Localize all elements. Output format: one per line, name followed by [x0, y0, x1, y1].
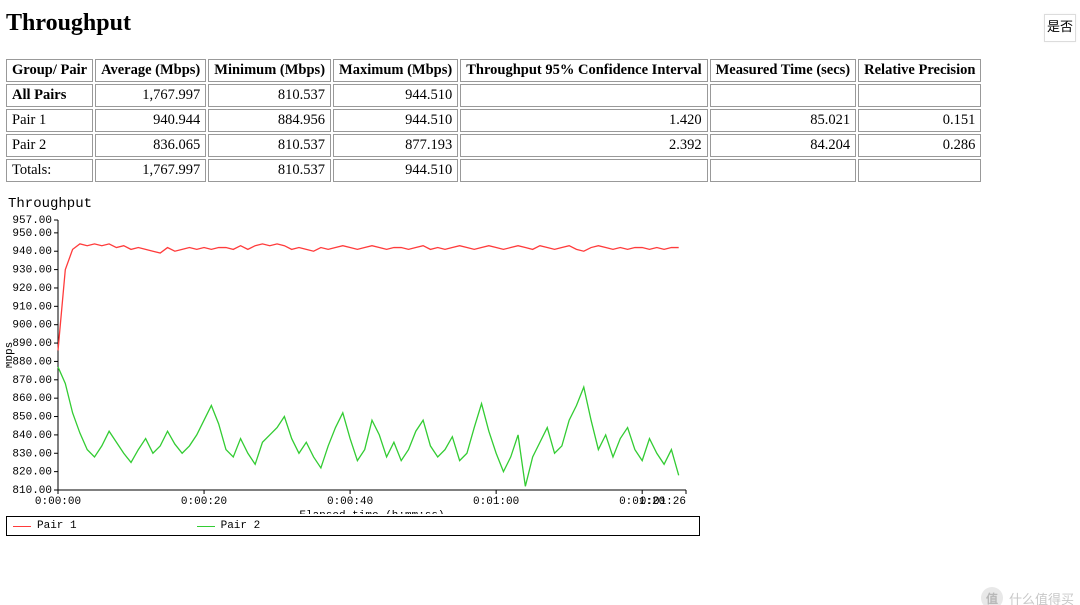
table-cell: 810.537: [208, 134, 331, 157]
svg-text:900.00: 900.00: [12, 320, 52, 332]
table-cell: [460, 159, 707, 182]
col-precision: Relative Precision: [858, 59, 981, 82]
col-time: Measured Time (secs): [710, 59, 857, 82]
table-cell: All Pairs: [6, 84, 93, 107]
legend-item: Pair 2: [197, 520, 261, 532]
throughput-chart: Throughput 810.00820.00830.00840.00850.0…: [6, 196, 706, 536]
svg-text:0:00:00: 0:00:00: [35, 496, 81, 508]
svg-text:890.00: 890.00: [12, 338, 52, 350]
table-cell: [460, 84, 707, 107]
chart-legend: Pair 1 Pair 2: [6, 516, 700, 536]
table-cell: 0.286: [858, 134, 981, 157]
svg-text:820.00: 820.00: [12, 467, 52, 479]
table-row: Pair 2836.065810.537877.1932.39284.2040.…: [6, 134, 981, 157]
col-ci: Throughput 95% Confidence Interval: [460, 59, 707, 82]
watermark: 值 什么值得买: [981, 587, 1074, 605]
table-cell: Totals:: [6, 159, 93, 182]
table-cell: 877.193: [333, 134, 458, 157]
table-cell: 1,767.997: [95, 159, 206, 182]
table-cell: [858, 84, 981, 107]
table-cell: 944.510: [333, 84, 458, 107]
svg-text:860.00: 860.00: [12, 393, 52, 405]
svg-text:Mbps: Mbps: [6, 342, 16, 368]
legend-item: Pair 1: [13, 520, 77, 532]
table-cell: 2.392: [460, 134, 707, 157]
table-cell: 944.510: [333, 109, 458, 132]
corner-button[interactable]: 是否: [1044, 14, 1076, 42]
table-cell: 84.204: [710, 134, 857, 157]
svg-text:957.00: 957.00: [12, 215, 52, 227]
svg-text:0:00:40: 0:00:40: [327, 496, 373, 508]
table-cell: Pair 2: [6, 134, 93, 157]
chart-svg: 810.00820.00830.00840.00850.00860.00870.…: [6, 214, 696, 514]
table-cell: 940.944: [95, 109, 206, 132]
col-maximum: Maximum (Mbps): [333, 59, 458, 82]
table-cell: 836.065: [95, 134, 206, 157]
table-cell: 1,767.997: [95, 84, 206, 107]
table-cell: 85.021: [710, 109, 857, 132]
svg-text:0:01:26: 0:01:26: [640, 496, 686, 508]
svg-text:930.00: 930.00: [12, 265, 52, 277]
legend-line-icon: [197, 526, 215, 527]
svg-text:Elapsed time (h:mm:ss): Elapsed time (h:mm:ss): [299, 510, 444, 514]
table-row: Totals:1,767.997810.537944.510: [6, 159, 981, 182]
watermark-icon: 值: [981, 587, 1003, 605]
svg-text:0:01:00: 0:01:00: [473, 496, 519, 508]
table-row: All Pairs1,767.997810.537944.510: [6, 84, 981, 107]
col-average: Average (Mbps): [95, 59, 206, 82]
table-cell: 810.537: [208, 84, 331, 107]
svg-text:880.00: 880.00: [12, 356, 52, 368]
col-minimum: Minimum (Mbps): [208, 59, 331, 82]
page-title: Throughput: [6, 10, 1080, 37]
svg-text:870.00: 870.00: [12, 375, 52, 387]
svg-text:840.00: 840.00: [12, 430, 52, 442]
chart-title: Throughput: [8, 196, 706, 212]
svg-text:950.00: 950.00: [12, 228, 52, 240]
svg-text:830.00: 830.00: [12, 448, 52, 460]
table-row: Pair 1940.944884.956944.5101.42085.0210.…: [6, 109, 981, 132]
table-header-row: Group/ Pair Average (Mbps) Minimum (Mbps…: [6, 59, 981, 82]
table-cell: [710, 84, 857, 107]
throughput-table: Group/ Pair Average (Mbps) Minimum (Mbps…: [4, 57, 983, 184]
col-group: Group/ Pair: [6, 59, 93, 82]
table-cell: Pair 1: [6, 109, 93, 132]
legend-label: Pair 2: [221, 520, 261, 532]
table-cell: 884.956: [208, 109, 331, 132]
table-cell: 0.151: [858, 109, 981, 132]
svg-text:910.00: 910.00: [12, 301, 52, 313]
table-cell: [710, 159, 857, 182]
svg-text:940.00: 940.00: [12, 246, 52, 258]
table-cell: 944.510: [333, 159, 458, 182]
watermark-text: 什么值得买: [1009, 589, 1074, 605]
table-cell: 810.537: [208, 159, 331, 182]
svg-text:850.00: 850.00: [12, 412, 52, 424]
table-cell: [858, 159, 981, 182]
svg-text:0:00:20: 0:00:20: [181, 496, 227, 508]
svg-text:920.00: 920.00: [12, 283, 52, 295]
table-cell: 1.420: [460, 109, 707, 132]
legend-line-icon: [13, 526, 31, 527]
legend-label: Pair 1: [37, 520, 77, 532]
